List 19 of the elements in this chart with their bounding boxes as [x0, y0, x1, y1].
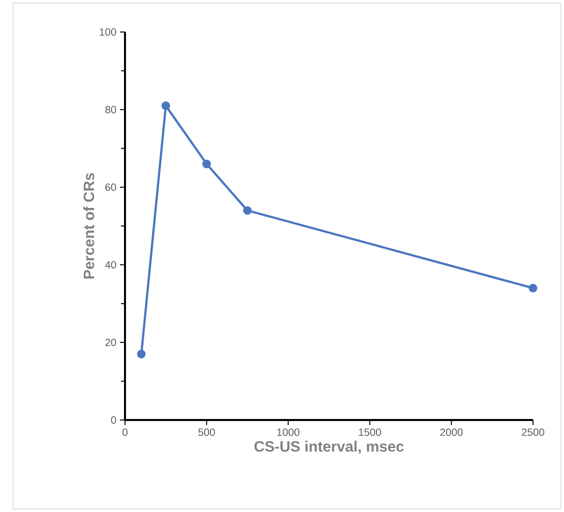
- point: [162, 101, 170, 110]
- y-tick-label: 40: [105, 261, 116, 269]
- point: [137, 350, 146, 358]
- x-tick-label: 1500: [358, 428, 382, 436]
- x-tick-label: 2500: [522, 428, 544, 436]
- x-tick-label: 500: [198, 428, 215, 436]
- x-tick-label: 0: [122, 428, 128, 436]
- y-tick-label: 20: [105, 338, 116, 346]
- point: [528, 284, 538, 292]
- y-tick-label: 100: [100, 28, 116, 36]
- y-tick-label: 60: [105, 184, 116, 191]
- point: [243, 206, 252, 215]
- x-tick-label: 2000: [440, 428, 463, 436]
- y-tick-label: 80: [105, 106, 116, 114]
- x-tick-label: 1000: [277, 428, 300, 436]
- point: [202, 160, 211, 168]
- y-tick-label: 0: [111, 416, 116, 424]
- x-axis-title: CS-US interval, msec: [254, 440, 404, 454]
- y-axis-title: Percent of CRs: [83, 173, 94, 279]
